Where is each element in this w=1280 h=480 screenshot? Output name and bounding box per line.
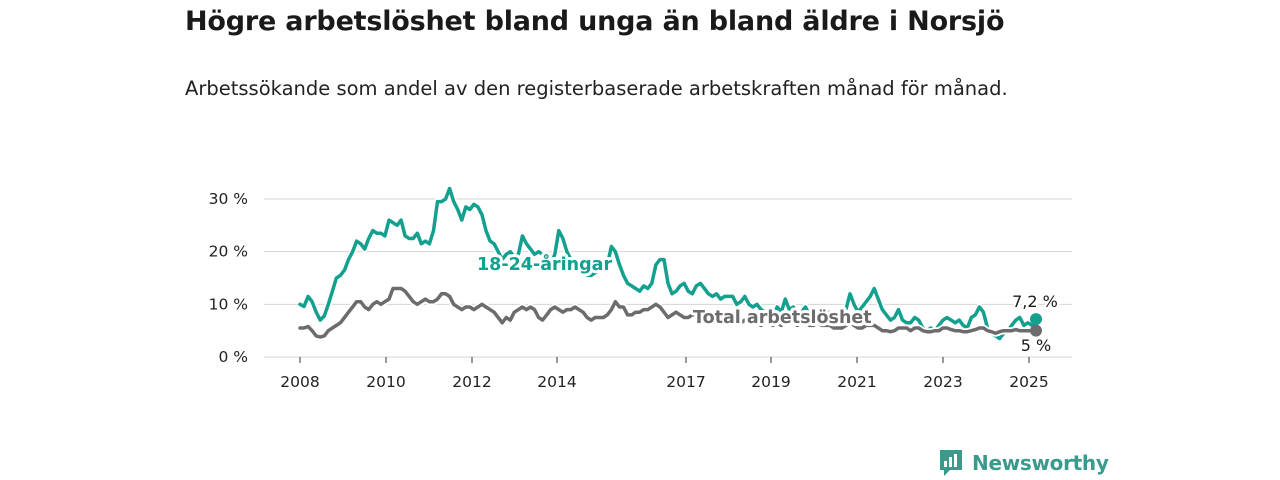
series-label-youth: 18-24-åringar	[477, 253, 612, 275]
chart-title: Högre arbetslöshet bland unga än bland ä…	[185, 6, 1005, 37]
y-tick-label: 20 %	[209, 243, 248, 261]
grid-layer	[264, 198, 1072, 358]
end-label-youth: 7,2 %	[1012, 292, 1058, 311]
series-total	[298, 285, 1042, 341]
x-tick-label: 2014	[537, 373, 576, 391]
series-line	[298, 286, 1038, 339]
x-axis: 2008 2010 2012 2014 2017 2019 2021 2023 2025	[280, 357, 1049, 391]
series-line	[298, 186, 1038, 341]
newsworthy-bar-chart-icon	[940, 450, 962, 476]
x-tick-label: 2025	[1009, 373, 1048, 391]
x-tick-label: 2008	[280, 373, 319, 391]
series-label-total: Total arbetslöshet	[693, 308, 872, 328]
x-tick-label: 2010	[366, 373, 405, 391]
y-tick-label: 30 %	[209, 190, 248, 208]
x-tick-label: 2021	[837, 373, 876, 391]
line-chart: 0 % 10 % 20 % 30 % 2008 2010 2012 2014 2017 2019…	[209, 185, 1072, 391]
series-layer	[298, 185, 1042, 343]
x-tick-label: 2023	[923, 373, 962, 391]
y-axis: 0 % 10 % 20 % 30 %	[209, 190, 248, 366]
y-tick-label: 10 %	[209, 295, 248, 313]
series-end-point	[1030, 313, 1042, 326]
chart-subtitle: Arbetssökande som andel av den registerb…	[185, 77, 1008, 100]
label-layer: 18-24-åringar Total arbetslöshet 7,2 % 5 %	[474, 250, 1060, 358]
brand-name: Newsworthy	[972, 451, 1109, 475]
end-label-total: 5 %	[1021, 336, 1051, 355]
x-tick-label: 2019	[751, 373, 790, 391]
series-youth	[298, 185, 1042, 343]
x-tick-label: 2012	[452, 373, 491, 391]
y-tick-label: 0 %	[218, 348, 248, 366]
x-tick-label: 2017	[666, 373, 705, 391]
series-end-point	[1030, 324, 1042, 337]
brand-logo[interactable]: Newsworthy	[938, 448, 1109, 478]
